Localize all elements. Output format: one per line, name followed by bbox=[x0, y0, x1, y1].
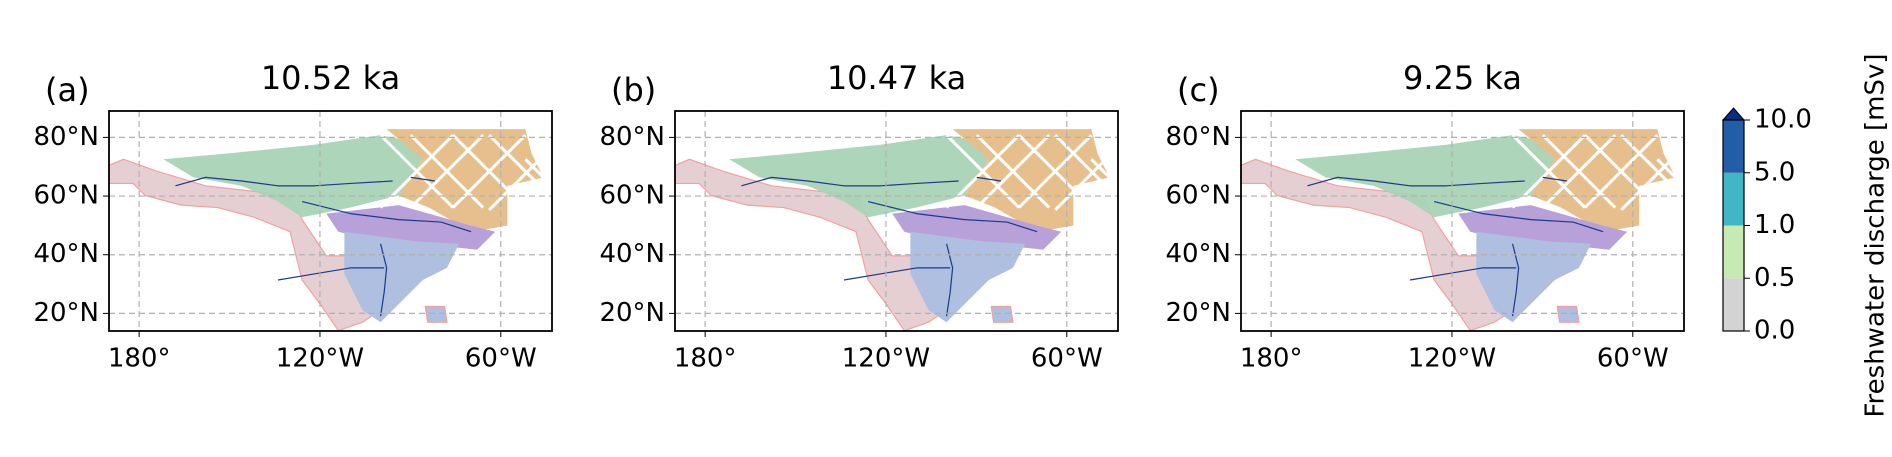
colorbar-segment bbox=[1723, 120, 1744, 173]
map-panel: 80°N 60°N 40°N 20°N 180° 120°W 60°W (c) 9.25 ka bbox=[1165, 59, 1686, 374]
colorbar-tick-label: 0.5 bbox=[1754, 263, 1795, 293]
land-basins bbox=[1239, 127, 1686, 332]
lat-tick-label: 60°N bbox=[599, 181, 665, 211]
colorbar-segment bbox=[1723, 225, 1744, 279]
colorbar-tick-label: 10.0 bbox=[1754, 105, 1812, 135]
colorbar-tick-label: 5.0 bbox=[1754, 157, 1795, 187]
colorbar-label: Freshwater discharge [mSv] bbox=[1861, 53, 1891, 417]
land-basins bbox=[107, 127, 554, 332]
lon-tick-label: 60°W bbox=[1031, 344, 1103, 374]
lat-tick-label: 20°N bbox=[33, 298, 99, 328]
colorbar-extend bbox=[1721, 107, 1746, 121]
lat-tick-label: 60°N bbox=[1165, 181, 1231, 211]
lon-tick-label: 120°W bbox=[842, 344, 930, 374]
lat-tick-label: 40°N bbox=[1165, 239, 1231, 269]
axes-frame bbox=[1240, 110, 1685, 332]
panel-label: (a) bbox=[45, 71, 90, 109]
colorbar-tick-label: 0.0 bbox=[1754, 316, 1795, 346]
lat-tick-label: 20°N bbox=[599, 298, 665, 328]
colorbar-tick-label: 1.0 bbox=[1754, 210, 1795, 240]
lat-tick-label: 20°N bbox=[1165, 298, 1231, 328]
lon-tick-label: 180° bbox=[108, 344, 171, 374]
lat-tick-label: 40°N bbox=[599, 239, 665, 269]
panel-label: (c) bbox=[1177, 71, 1220, 109]
land-basins bbox=[673, 127, 1120, 332]
lat-tick-label: 40°N bbox=[33, 239, 99, 269]
lon-tick-label: 60°W bbox=[465, 344, 537, 374]
map-panel: 80°N 60°N 40°N 20°N 180° 120°W 60°W (a) 10.52 ka bbox=[33, 59, 554, 374]
lon-tick-label: 120°W bbox=[1408, 344, 1496, 374]
axes-frame bbox=[108, 110, 553, 332]
lat-tick-label: 60°N bbox=[33, 181, 99, 211]
lat-tick-label: 80°N bbox=[33, 122, 99, 152]
lon-tick-label: 180° bbox=[674, 344, 737, 374]
lon-tick-label: 180° bbox=[1240, 344, 1303, 374]
panel-label: (b) bbox=[611, 71, 656, 109]
lat-tick-label: 80°N bbox=[599, 122, 665, 152]
lon-tick-label: 60°W bbox=[1597, 344, 1669, 374]
panel-title: 9.25 ka bbox=[1403, 59, 1522, 97]
colorbar-segment bbox=[1723, 278, 1744, 331]
axes-frame bbox=[674, 110, 1119, 332]
colorbar: 0.0 0.5 1.0 5.0 10.0 Freshwater discharge [mS… bbox=[1721, 53, 1891, 418]
map-panel: 80°N 60°N 40°N 20°N 180° 120°W 60°W (b) 10.47 ka bbox=[599, 59, 1120, 374]
lat-tick-label: 80°N bbox=[1165, 122, 1231, 152]
panel-title: 10.47 ka bbox=[827, 59, 966, 97]
colorbar-segment bbox=[1723, 172, 1744, 226]
lon-tick-label: 120°W bbox=[276, 344, 364, 374]
panel-title: 10.52 ka bbox=[261, 59, 400, 97]
